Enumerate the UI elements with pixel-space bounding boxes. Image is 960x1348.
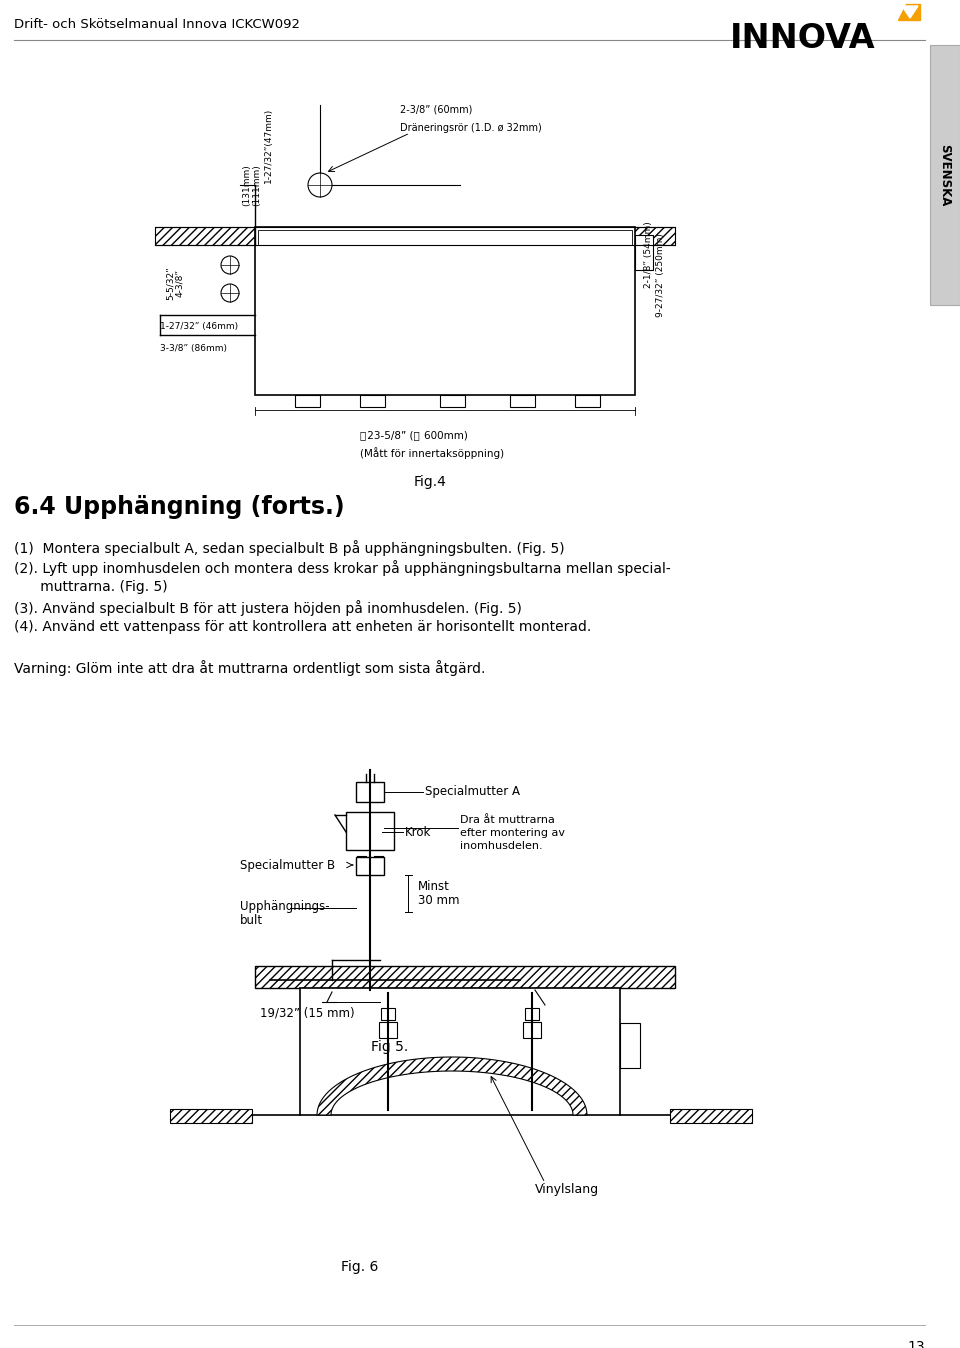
- Text: Specialmutter A: Specialmutter A: [425, 786, 520, 798]
- Bar: [620, 1023, 640, 1068]
- Text: Fig. 6: Fig. 6: [342, 1260, 378, 1274]
- Text: Specialmutter B: Specialmutter B: [240, 859, 335, 872]
- Text: bult: bult: [240, 914, 263, 927]
- Text: 13: 13: [907, 1340, 925, 1348]
- Polygon shape: [317, 1057, 587, 1115]
- Polygon shape: [898, 4, 920, 20]
- Text: INNOVA: INNOVA: [730, 22, 876, 55]
- Text: 2-3/8” (60mm): 2-3/8” (60mm): [400, 105, 472, 115]
- Text: 6.4 Upphängning (forts.): 6.4 Upphängning (forts.): [14, 495, 345, 519]
- Bar: [356, 857, 384, 875]
- Text: (3). Använd specialbult B för att justera höjden på inomhusdelen. (Fig. 5): (3). Använd specialbult B för att juster…: [14, 600, 522, 616]
- Text: Upphängnings-: Upphängnings-: [240, 900, 329, 913]
- Bar: [635, 235, 653, 270]
- Circle shape: [221, 256, 239, 274]
- Text: Varning: Glöm inte att dra åt muttrarna ordentligt som sista åtgärd.: Varning: Glöm inte att dra åt muttrarna …: [14, 661, 486, 675]
- Bar: [255, 226, 635, 395]
- Text: 30 mm: 30 mm: [418, 894, 460, 907]
- Bar: [670, 1109, 752, 1123]
- Bar: [565, 226, 675, 245]
- Bar: [379, 1022, 397, 1038]
- Circle shape: [221, 284, 239, 302]
- Text: Krok: Krok: [405, 825, 431, 838]
- Text: (2). Lyft upp inomhusdelen och montera dess krokar på upphängningsbultarna mella: (2). Lyft upp inomhusdelen och montera d…: [14, 559, 671, 576]
- Text: (Mått för innertaksöppning): (Mått för innertaksöppning): [360, 448, 504, 458]
- Bar: [155, 226, 255, 245]
- Text: (131mm): (131mm): [243, 164, 252, 206]
- Text: Fig 5.: Fig 5.: [372, 1041, 409, 1054]
- Text: inomhusdelen.: inomhusdelen.: [460, 841, 542, 851]
- Bar: [170, 1109, 252, 1123]
- Text: muttrarna. (Fig. 5): muttrarna. (Fig. 5): [14, 580, 168, 594]
- Bar: [523, 1022, 541, 1038]
- Text: (4). Använd ett vattenpass för att kontrollera att enheten är horisontellt monte: (4). Använd ett vattenpass för att kontr…: [14, 620, 591, 634]
- Text: 1-27/32”(47mm): 1-27/32”(47mm): [263, 108, 273, 182]
- Text: efter montering av: efter montering av: [460, 828, 565, 838]
- Text: 9-27/32” (250mm): 9-27/32” (250mm): [656, 233, 664, 317]
- Bar: [356, 782, 384, 802]
- Bar: [300, 988, 620, 1115]
- Text: 4-3/8”: 4-3/8”: [176, 270, 184, 297]
- Bar: [381, 1008, 395, 1020]
- Text: 2-1/8” (54mm): 2-1/8” (54mm): [643, 221, 653, 288]
- Bar: [440, 395, 465, 407]
- Text: ⎕ 23-5/8” (⎕  600mm): ⎕ 23-5/8” (⎕ 600mm): [360, 430, 468, 439]
- Bar: [346, 811, 394, 851]
- Bar: [255, 967, 675, 988]
- Text: Dräneringsrör (1.D. ø 32mm): Dräneringsrör (1.D. ø 32mm): [400, 123, 541, 133]
- Text: 19/32” (15 mm): 19/32” (15 mm): [260, 1007, 354, 1020]
- Bar: [405, 980, 535, 1000]
- Text: Vinylslang: Vinylslang: [535, 1184, 599, 1196]
- Text: 5-5/32”: 5-5/32”: [165, 266, 175, 299]
- Bar: [930, 44, 960, 305]
- Text: 3-3/8” (86mm): 3-3/8” (86mm): [160, 344, 227, 352]
- Bar: [575, 395, 600, 407]
- Bar: [510, 395, 535, 407]
- Text: 1-27/32” (46mm): 1-27/32” (46mm): [160, 322, 238, 332]
- Text: Fig.4: Fig.4: [414, 474, 446, 489]
- Circle shape: [308, 173, 332, 197]
- Bar: [295, 395, 320, 407]
- Text: Drift- och Skötselmanual Innova ICKCW092: Drift- och Skötselmanual Innova ICKCW092: [14, 18, 300, 31]
- Text: (1)  Montera specialbult A, sedan specialbult B på upphängningsbulten. (Fig. 5): (1) Montera specialbult A, sedan special…: [14, 541, 564, 555]
- Bar: [360, 395, 385, 407]
- Text: SVENSKA: SVENSKA: [939, 144, 951, 206]
- Polygon shape: [902, 5, 918, 18]
- Text: Minst: Minst: [418, 880, 450, 892]
- Text: (111mm): (111mm): [252, 164, 261, 206]
- Text: Dra åt muttrarna: Dra åt muttrarna: [460, 816, 555, 825]
- Bar: [525, 1008, 539, 1020]
- Bar: [258, 231, 632, 245]
